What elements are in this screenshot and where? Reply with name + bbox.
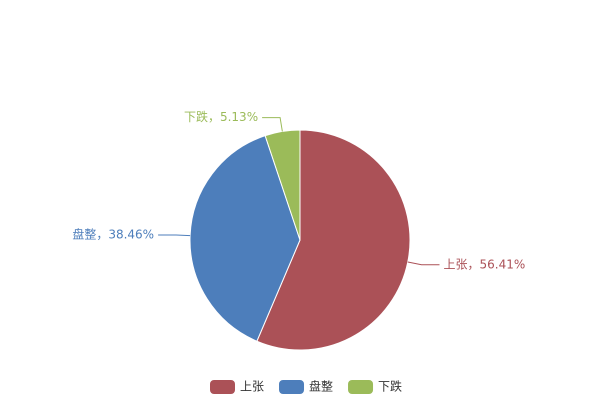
pie-slice: [264, 129, 301, 241]
legend-label: 盘整: [309, 379, 333, 394]
leader-line: [407, 261, 440, 266]
pie-slice: [256, 129, 411, 351]
data-label: 下跌，5.13%: [184, 109, 258, 124]
legend-label: 上张: [240, 380, 264, 394]
leader-line: [158, 234, 191, 237]
pie-slice: [189, 135, 301, 342]
data-label: 盘整，38.46%: [72, 227, 154, 242]
legend-swatch: [348, 380, 374, 394]
legend-swatch: [210, 380, 235, 394]
legend-swatch: [279, 380, 305, 394]
leader-line: [262, 117, 283, 132]
data-label: 上张，56.41%: [443, 257, 525, 271]
legend-label: 下跌: [378, 379, 402, 394]
